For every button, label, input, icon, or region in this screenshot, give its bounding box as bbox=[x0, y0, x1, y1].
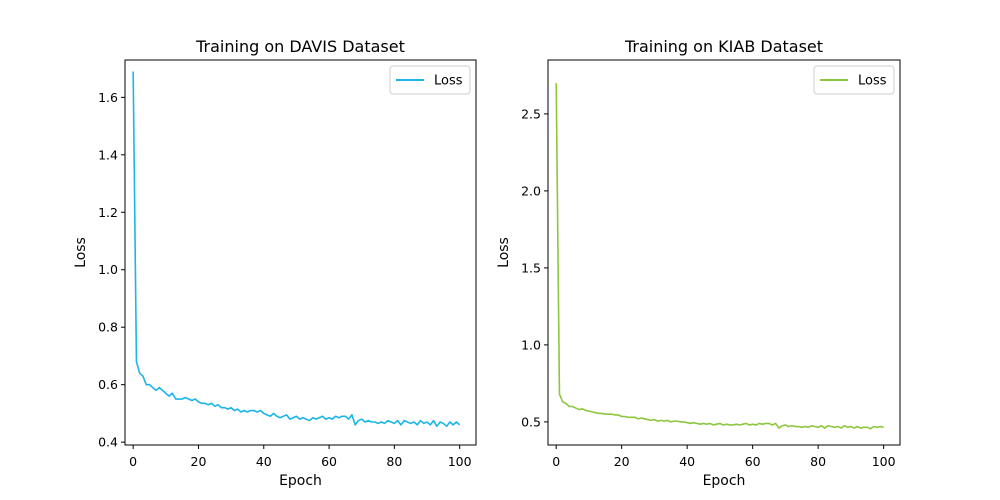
series-line bbox=[132, 71, 461, 428]
y-tick-label: 0.8 bbox=[98, 320, 118, 335]
series-line bbox=[555, 83, 884, 430]
legend: Loss bbox=[389, 65, 471, 95]
x-tick-label: 20 bbox=[191, 454, 207, 469]
x-tick-label: 80 bbox=[810, 454, 826, 469]
x-axis-label: Epoch bbox=[279, 473, 322, 489]
x-tick-label: 80 bbox=[386, 454, 402, 469]
ticks-layer: 0 20 40 60 80 100 0.4 0.6 0.8 1.0 1.2 1.4 1.6 bbox=[98, 90, 472, 469]
y-tick-label: 2.5 bbox=[521, 106, 541, 121]
x-tick-label: 100 bbox=[448, 454, 472, 469]
y-tick-label: 1.0 bbox=[98, 262, 118, 277]
series-layer bbox=[555, 83, 884, 430]
x-axis-label: Epoch bbox=[703, 473, 746, 489]
y-tick-label: 1.4 bbox=[98, 147, 118, 162]
y-tick-label: 0.5 bbox=[521, 414, 541, 429]
y-axis-label: Loss bbox=[496, 237, 512, 268]
legend-label: Loss bbox=[434, 74, 463, 89]
legend-box bbox=[813, 65, 895, 95]
y-tick-label: 0.4 bbox=[98, 435, 118, 450]
y-axis-label: Loss bbox=[73, 237, 89, 268]
plot-frame bbox=[547, 59, 901, 446]
y-tick-label: 1.6 bbox=[98, 90, 118, 105]
chart-panel-kiab: Training on KIAB Dataset Epoch Loss 0 20 4… bbox=[496, 37, 901, 489]
y-tick-label: 0.6 bbox=[98, 377, 118, 392]
legend: Loss bbox=[813, 65, 895, 95]
x-tick-label: 0 bbox=[552, 454, 560, 469]
x-tick-label: 100 bbox=[872, 454, 896, 469]
x-tick-label: 0 bbox=[129, 454, 137, 469]
x-tick-label: 40 bbox=[679, 454, 695, 469]
plot-frame bbox=[124, 59, 477, 446]
y-tick-label: 1.5 bbox=[521, 260, 541, 275]
chart-title: Training on DAVIS Dataset bbox=[195, 37, 405, 56]
legend-label: Loss bbox=[858, 74, 887, 89]
legend-box bbox=[389, 65, 471, 95]
chart-panel-davis: Training on DAVIS Dataset Epoch Loss 0 20… bbox=[73, 37, 477, 489]
chart-title: Training on KIAB Dataset bbox=[624, 37, 823, 56]
x-tick-label: 60 bbox=[745, 454, 761, 469]
x-tick-label: 60 bbox=[321, 454, 337, 469]
ticks-layer: 0 20 40 60 80 100 0.5 1.0 1.5 2.0 2.5 bbox=[521, 106, 895, 469]
y-tick-label: 2.0 bbox=[521, 183, 541, 198]
y-tick-label: 1.0 bbox=[521, 337, 541, 352]
y-tick-label: 1.2 bbox=[98, 205, 118, 220]
x-tick-label: 40 bbox=[256, 454, 272, 469]
series-layer bbox=[132, 71, 461, 428]
x-tick-label: 20 bbox=[614, 454, 630, 469]
